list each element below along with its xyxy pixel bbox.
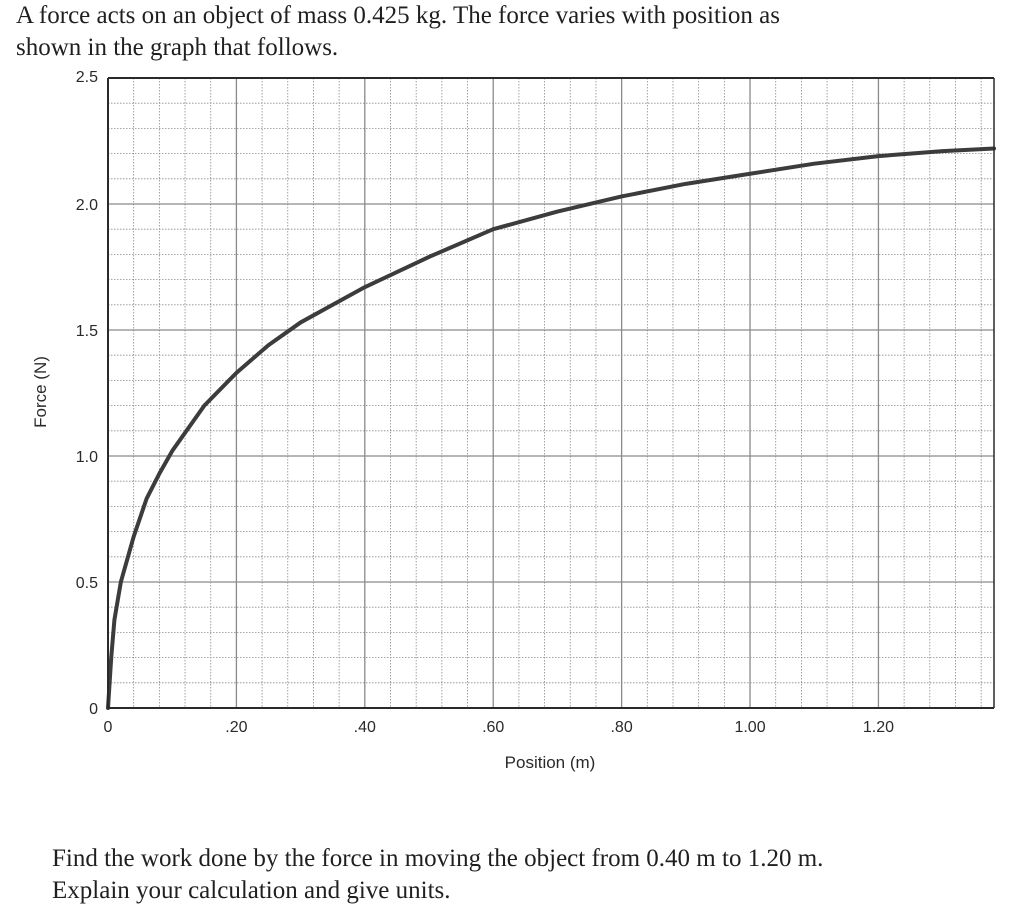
x-tick-label: .20 xyxy=(225,719,247,736)
x-tick-label: 1.00 xyxy=(734,719,765,736)
problem-intro-line-2: shown in the graph that follows. xyxy=(16,34,339,61)
problem-question-line-2: Explain your calculation and give units. xyxy=(52,877,451,904)
y-tick-label: 1.0 xyxy=(76,449,98,466)
force-curve xyxy=(106,146,996,710)
x-axis-label: Position (m) xyxy=(505,753,596,772)
series-layer xyxy=(106,146,996,710)
y-tick-label: 1.5 xyxy=(76,323,98,340)
x-tick-label: 1.20 xyxy=(863,719,894,736)
grid-major xyxy=(108,78,994,708)
problem-question: Find the work done by the force in movin… xyxy=(52,843,823,907)
problem-question-line-1: Find the work done by the force in movin… xyxy=(52,845,824,872)
problem-intro: A force acts on an object of mass 0.425 … xyxy=(16,0,780,64)
y-tick-label: 0 xyxy=(89,701,98,718)
x-tick-label: .60 xyxy=(482,719,504,736)
y-tick-labels: 0 0.5 1.0 1.5 2.0 2.5 xyxy=(76,69,98,718)
problem-intro-line-1: A force acts on an object of mass 0.425 … xyxy=(16,2,780,29)
y-axis-label: Force (N) xyxy=(31,356,50,428)
x-tick-label: .80 xyxy=(610,719,632,736)
grid-minor xyxy=(108,78,994,708)
x-tick-label: 0 xyxy=(104,719,113,736)
x-tick-labels: 0 .20 .40 .60 .80 1.00 1.20 xyxy=(104,719,895,736)
plot-frame xyxy=(107,77,995,709)
x-tick-label: .40 xyxy=(354,719,376,736)
y-tick-label: 2.0 xyxy=(76,197,98,214)
y-tick-label: 0.5 xyxy=(76,575,98,592)
y-tick-label: 2.5 xyxy=(76,69,98,86)
